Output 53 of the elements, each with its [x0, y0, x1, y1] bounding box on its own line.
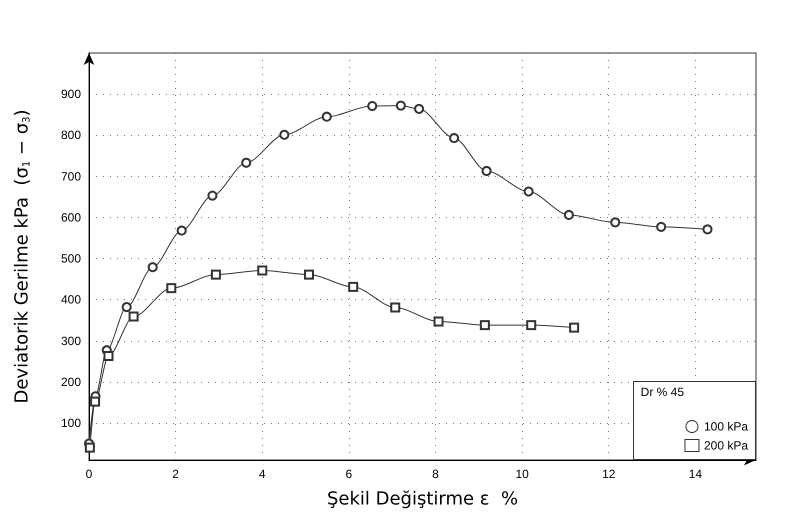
- point: [449, 133, 460, 144]
- y-tick-label: 200: [60, 374, 82, 389]
- x-tick-label: 6: [346, 467, 353, 481]
- point: [166, 283, 176, 294]
- point: [367, 101, 378, 112]
- point: [396, 100, 406, 111]
- point: [122, 302, 132, 312]
- x-tick-label: 2: [172, 467, 180, 481]
- point: [90, 396, 100, 407]
- point: [524, 186, 534, 197]
- legend-label: 100 kPa: [704, 420, 748, 434]
- y-tick-label: 600: [60, 210, 82, 224]
- x-tick-label: 14: [688, 467, 702, 481]
- point: [279, 130, 290, 140]
- point: [103, 350, 114, 361]
- y-axis-title: Deviatorik Gerilme kPa (σ1 − σ3): [12, 109, 32, 404]
- point: [569, 322, 580, 333]
- point: [564, 210, 574, 220]
- point: [526, 320, 536, 330]
- point: [480, 320, 490, 330]
- x-tick-label: 10: [515, 467, 530, 481]
- point: [322, 112, 332, 122]
- point: [348, 282, 358, 292]
- point: [210, 270, 221, 280]
- point: [84, 442, 95, 453]
- legend-label: 200 kPa: [704, 438, 748, 452]
- point: [434, 316, 444, 326]
- point: [128, 312, 139, 322]
- y-tick-label: 500: [60, 252, 82, 266]
- point: [176, 226, 187, 236]
- y-tick-label: 300: [60, 334, 82, 348]
- point: [610, 217, 620, 228]
- point: [390, 302, 400, 312]
- y-tick-label: 100: [60, 416, 82, 430]
- y-tick-label: 900: [60, 87, 82, 102]
- x-tick-label: 12: [602, 467, 616, 481]
- y-tick-label: 700: [60, 169, 82, 184]
- x-tick-label: 0: [86, 467, 93, 481]
- point: [257, 265, 268, 276]
- point: [207, 190, 218, 201]
- y-tick-label: 400: [60, 292, 82, 307]
- point: [304, 270, 314, 280]
- point: [148, 262, 158, 272]
- x-tick-label: 8: [432, 467, 440, 481]
- point: [414, 104, 424, 114]
- y-tick-label: 800: [60, 128, 82, 142]
- point: [482, 166, 492, 176]
- x-tick-label: 4: [258, 467, 266, 481]
- point: [241, 158, 252, 168]
- legend-title: Dr % 45: [640, 385, 684, 399]
- point: [702, 224, 712, 234]
- point: [656, 222, 666, 232]
- x-axis-title: Şekil Değiştirme ε %: [326, 488, 518, 510]
